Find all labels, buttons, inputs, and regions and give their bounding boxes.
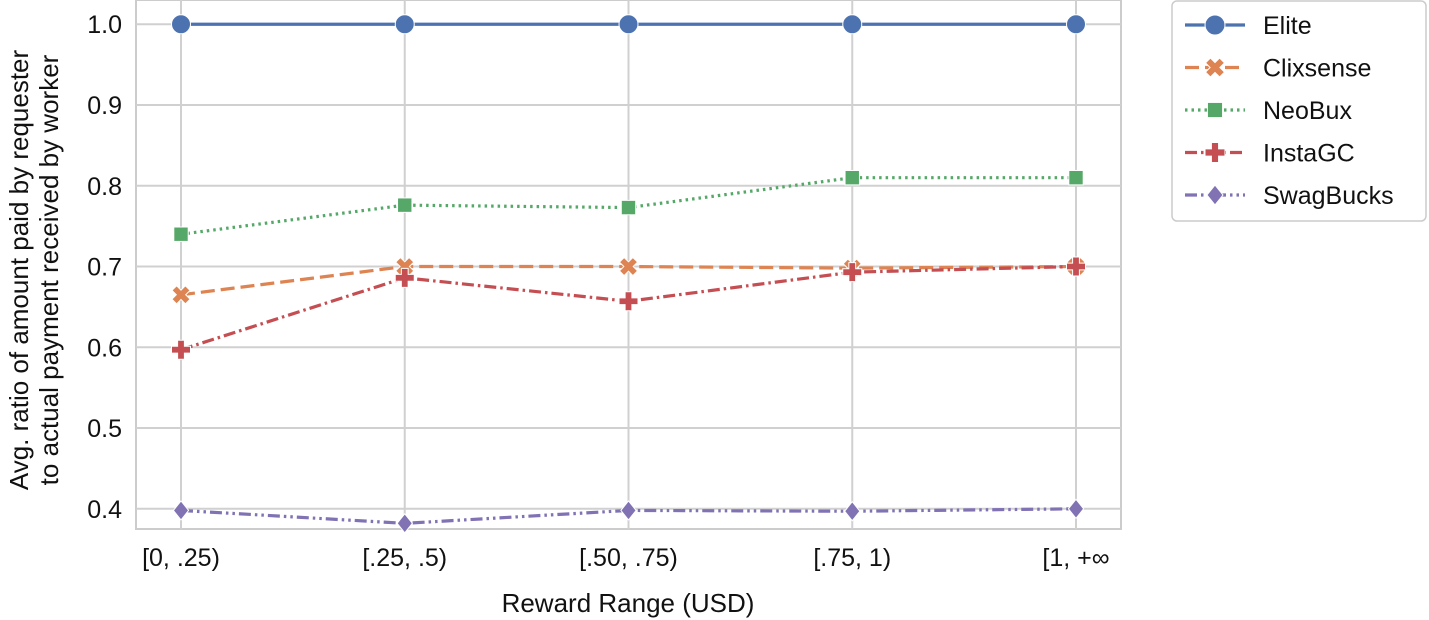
legend-marker-square bbox=[1206, 101, 1224, 119]
y-axis-title-line-2: to actual payment received by worker bbox=[34, 54, 64, 485]
data-point-plus bbox=[618, 291, 639, 312]
legend-label: NeoBux bbox=[1263, 97, 1352, 125]
data-point-plus bbox=[1066, 256, 1086, 277]
data-point-square bbox=[1068, 169, 1084, 186]
y-tick-label: 0.4 bbox=[87, 496, 122, 524]
x-tick-labels: [0, .25) [.25, .5) [.50, .75) [.75, 1) [1, +… bbox=[142, 544, 1110, 572]
data-point-circle bbox=[618, 14, 639, 35]
legend-marker-x bbox=[1204, 57, 1226, 78]
legend-entry: InstaGC bbox=[1185, 140, 1355, 168]
y-tick-label: 0.6 bbox=[87, 334, 122, 362]
legend-entries: Elite Clixsense NeoBux InstaGC SwagBucks bbox=[1185, 12, 1394, 210]
y-tick-label: 0.9 bbox=[87, 92, 122, 120]
data-point-x bbox=[618, 256, 639, 277]
data-point-plus bbox=[394, 267, 415, 288]
data-point-plus bbox=[842, 262, 863, 283]
x-tick-label: [.50, .75) bbox=[579, 544, 678, 572]
x-tick-label: [1, +∞ bbox=[1042, 544, 1109, 572]
data-point-circle bbox=[394, 14, 415, 35]
series-swagbucks bbox=[172, 498, 1085, 534]
series-neobux bbox=[173, 169, 1084, 242]
y-axis-title-line-1: Avg. ratio of amount paid by requester bbox=[4, 49, 34, 490]
y-tick-labels: 0.4 0.5 0.6 0.7 0.8 0.9 1.0 bbox=[87, 11, 122, 524]
data-point-diamond bbox=[1067, 498, 1085, 520]
data-point-square bbox=[173, 226, 189, 242]
legend-marker-circle bbox=[1204, 14, 1226, 36]
series-instagc bbox=[171, 256, 1086, 360]
legend-frame bbox=[1171, 0, 1427, 222]
series-line bbox=[180, 507, 1077, 525]
legend-entry: SwagBucks bbox=[1185, 182, 1394, 210]
legend-marker-plus bbox=[1204, 142, 1226, 163]
data-point-circle bbox=[1066, 14, 1086, 35]
legend-entry: NeoBux bbox=[1185, 97, 1352, 125]
data-point-x bbox=[171, 285, 191, 305]
data-point-square bbox=[620, 199, 637, 216]
data-point-diamond bbox=[396, 513, 413, 534]
data-point-diamond bbox=[172, 500, 190, 521]
data-point-square bbox=[844, 169, 860, 186]
y-tick-label: 0.8 bbox=[87, 173, 122, 201]
y-tick-label: 1.0 bbox=[87, 11, 122, 39]
y-axis-title: Avg. ratio of amount paid by requester t… bbox=[4, 49, 64, 490]
legend-entry: Elite bbox=[1185, 12, 1312, 40]
legend-label: Elite bbox=[1263, 12, 1312, 40]
legend-entry: Clixsense bbox=[1185, 55, 1371, 83]
data-point-plus bbox=[171, 339, 191, 360]
x-tick-label: [.75, 1) bbox=[813, 544, 891, 572]
series-elite bbox=[171, 14, 1086, 35]
series-layer bbox=[171, 14, 1086, 534]
data-point-diamond bbox=[620, 500, 637, 521]
legend-marker-diamond bbox=[1206, 184, 1224, 206]
y-tick-label: 0.7 bbox=[87, 254, 122, 282]
legend-label: SwagBucks bbox=[1263, 182, 1394, 210]
legend: Elite Clixsense NeoBux InstaGC SwagBucks bbox=[1171, 0, 1427, 222]
x-tick-label: [0, .25) bbox=[142, 544, 220, 572]
data-point-square bbox=[397, 197, 413, 213]
data-point-circle bbox=[171, 14, 191, 35]
x-tick-label: [.25, .5) bbox=[362, 544, 447, 572]
data-point-diamond bbox=[844, 500, 861, 522]
legend-label: InstaGC bbox=[1263, 140, 1355, 168]
x-axis-title: Reward Range (USD) bbox=[502, 588, 755, 618]
y-tick-label: 0.5 bbox=[87, 415, 122, 443]
data-point-circle bbox=[842, 14, 863, 35]
legend-label: Clixsense bbox=[1263, 55, 1371, 83]
